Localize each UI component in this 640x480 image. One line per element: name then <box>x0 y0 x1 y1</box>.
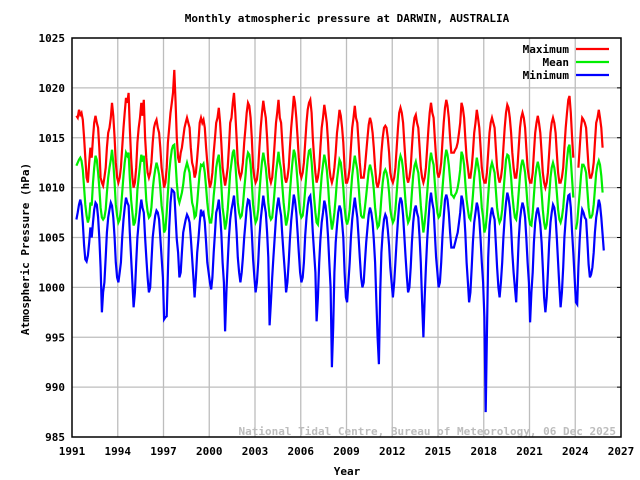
y-tick-label: 1025 <box>39 32 66 45</box>
y-tick-label: 1005 <box>39 232 66 245</box>
y-tick-label: 1010 <box>39 182 66 195</box>
legend-label: Mean <box>543 56 570 69</box>
y-tick-label: 1015 <box>39 132 66 145</box>
x-tick-label: 2015 <box>425 445 452 458</box>
legend-label: Maximum <box>523 43 570 56</box>
x-tick-label: 2027 <box>608 445 635 458</box>
series-line-minimum <box>75 187 605 413</box>
grid <box>72 38 621 437</box>
y-axis-label: Atmospheric Pressure (hPa) <box>19 163 32 335</box>
y-tick-label: 985 <box>45 431 65 444</box>
y-tick-label: 990 <box>45 381 65 394</box>
chart-title: Monthly atmospheric pressure at DARWIN, … <box>185 12 510 25</box>
credit-watermark: National Tidal Centre, Bureau of Meteoro… <box>239 425 617 438</box>
x-axis-label: Year <box>334 465 361 478</box>
series-line-maximum <box>75 69 604 192</box>
x-tick-label: 2021 <box>516 445 543 458</box>
series-line-mean <box>75 142 604 233</box>
x-tick-label: 2003 <box>242 445 269 458</box>
x-tick-label: 1991 <box>59 445 86 458</box>
x-tick-label: 2009 <box>333 445 360 458</box>
x-tick-label: 2024 <box>562 445 589 458</box>
x-tick-label: 1997 <box>150 445 177 458</box>
x-tick-label: 1994 <box>105 445 132 458</box>
legend-label: Minimum <box>523 69 570 82</box>
x-tick-label: 2012 <box>379 445 406 458</box>
series-lines <box>75 69 605 413</box>
y-tick-label: 995 <box>45 331 65 344</box>
x-tick-label: 2018 <box>471 445 498 458</box>
axis-ticks: 1991 1994 1997 2000 2003 2006 2009 2012 2015 2018… <box>39 32 635 458</box>
y-tick-label: 1000 <box>39 281 66 294</box>
x-tick-label: 2000 <box>196 445 223 458</box>
y-tick-label: 1020 <box>39 82 66 95</box>
x-tick-label: 2006 <box>288 445 315 458</box>
